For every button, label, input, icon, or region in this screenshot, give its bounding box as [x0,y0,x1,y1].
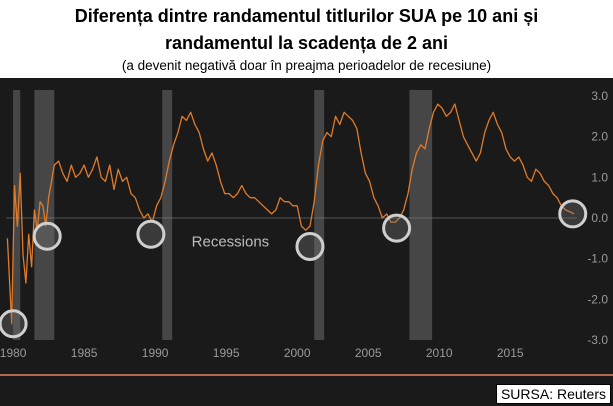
title-box: Diferența dintre randamentul titlurilor … [0,0,613,78]
inversion-marker-3 [295,231,325,261]
x-tick-label: 1985 [71,346,98,360]
x-tick-label: 2010 [426,346,453,360]
inversion-marker-0 [0,309,28,339]
inversion-marker-1 [32,221,62,251]
x-tick-label: 1995 [213,346,240,360]
y-tick-label: 1.0 [591,170,608,184]
chart-title-line2: randamentul la scadența de 2 ani [164,33,449,53]
y-tick-label: -3.0 [587,333,608,347]
x-tick-label: 2000 [284,346,311,360]
y-tick-label: 2.0 [591,130,608,144]
recession-band-2 [162,90,173,340]
x-tick-label: 2015 [497,346,524,360]
inversion-marker-2 [136,219,166,249]
x-tick-label: 1990 [142,346,169,360]
recession-band-4 [409,90,433,340]
y-tick-label: -2.0 [587,292,608,306]
x-tick-label: 2005 [355,346,382,360]
yield-spread-chart: Recessions 1980 1985 1990 1995 2000 2005 2010 20… [0,89,613,376]
recession-band-3 [314,90,325,340]
inversion-marker-4 [382,213,412,243]
chart-subtitle: (a devenit negativă doar în preajma peri… [121,58,492,73]
y-tick-label: -1.0 [587,252,608,266]
spread-line [6,103,575,325]
y-tick-label: 0.0 [591,211,608,225]
source-label: SURSA: Reuters [495,384,611,404]
x-tick-label: 1980 [0,346,27,360]
inversion-marker-5 [558,199,588,229]
recessions-annotation: Recessions [192,233,270,250]
chart-area: Recessions 1980 1985 1990 1995 2000 2005 2010 20… [0,78,613,406]
chart-title-line1: Diferența dintre randamentul titlurilor … [74,6,539,26]
y-tick-label: 3.0 [591,89,608,103]
